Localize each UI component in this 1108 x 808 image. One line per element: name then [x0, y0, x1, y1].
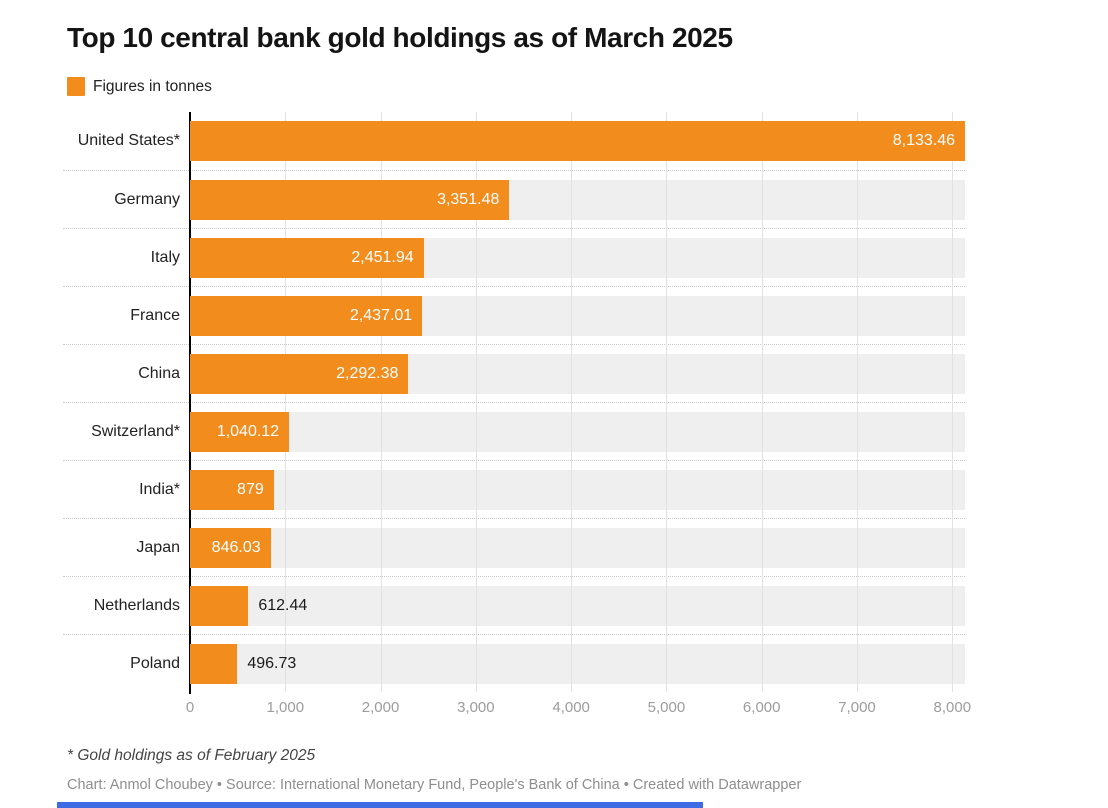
bar-cell: 612.44	[190, 577, 965, 634]
x-axis-tick-label: 0	[185, 699, 195, 716]
chart-row: Germany 3,351.48	[63, 170, 965, 228]
bar: 496.73	[190, 644, 296, 684]
legend-swatch	[67, 77, 85, 96]
bar: 846.03	[190, 528, 271, 568]
bar-value-label: 2,437.01	[349, 307, 413, 324]
chart-footnote: * Gold holdings as of February 2025	[67, 747, 316, 764]
legend: Figures in tonnes	[67, 77, 212, 96]
bar-cell: 2,451.94	[190, 229, 965, 286]
chart-row: Poland 496.73	[63, 634, 965, 692]
bar-cell: 496.73	[190, 635, 965, 692]
bar-track	[190, 528, 965, 568]
bar: 2,292.38	[190, 354, 409, 394]
bar-value-label: 1,040.12	[216, 423, 280, 440]
category-label: Switzerland*	[91, 423, 180, 440]
category-label: Poland	[130, 655, 180, 672]
bar-track	[190, 644, 965, 684]
chart-credit: Chart: Anmol Choubey • Source: Internati…	[67, 777, 802, 793]
bar-value-label: 496.73	[247, 655, 297, 672]
category-label: Japan	[136, 539, 180, 556]
x-axis-tick-label: 5,000	[647, 699, 686, 716]
chart-row: India* 879	[63, 460, 965, 518]
x-axis-tick-label: 6,000	[742, 699, 781, 716]
bar-cell: 879	[190, 461, 965, 518]
bar-value-label: 612.44	[258, 597, 308, 614]
chart-row: Japan 846.03	[63, 518, 965, 576]
bar: 2,451.94	[190, 238, 424, 278]
bar: 3,351.48	[190, 180, 510, 220]
chart-row: Italy 2,451.94	[63, 228, 965, 286]
chart-row: United States* 8,133.46	[63, 112, 965, 170]
x-axis-tick-label: 4,000	[552, 699, 590, 716]
bar-value-label: 2,292.38	[336, 365, 399, 382]
bar-cell: 1,040.12	[190, 403, 965, 460]
chart-row: France 2,437.01	[63, 286, 965, 344]
legend-label: Figures in tonnes	[93, 77, 212, 95]
chart-rows: United States* 8,133.46 Germany 3,351.48 Ita…	[63, 112, 965, 694]
x-axis-tick-label: 1,000	[266, 699, 305, 716]
bar-cell: 2,292.38	[190, 345, 965, 402]
category-label: India*	[139, 481, 180, 498]
bar-track	[190, 412, 965, 452]
bar-cell: 846.03	[190, 519, 965, 576]
bar-cell: 8,133.46	[190, 112, 965, 170]
x-axis-tick-label: 2,000	[361, 699, 400, 716]
category-label: United States*	[77, 132, 180, 149]
bar: 879	[190, 470, 274, 510]
category-label: Netherlands	[93, 597, 180, 614]
bar-track	[190, 470, 965, 510]
partial-blue-bar	[57, 802, 703, 808]
chart-row: Netherlands 612.44	[63, 576, 965, 634]
category-label: France	[130, 307, 180, 324]
chart-title: Top 10 central bank gold holdings as of …	[67, 22, 733, 53]
bar-value-label: 879	[237, 481, 264, 498]
bar-cell: 3,351.48	[190, 171, 965, 228]
category-label: Germany	[114, 191, 180, 208]
bar-cell: 2,437.01	[190, 287, 965, 344]
category-label: China	[138, 365, 180, 382]
chart-row: China 2,292.38	[63, 344, 965, 402]
chart-row: Switzerland* 1,040.12	[63, 402, 965, 460]
category-label: Italy	[150, 249, 180, 266]
bar: 2,437.01	[190, 296, 423, 336]
x-axis-tick-label: 7,000	[838, 699, 876, 716]
bar-value-label: 3,351.48	[437, 191, 500, 208]
bar-value-label: 8,133.46	[892, 132, 955, 149]
x-axis-tick-label: 3,000	[457, 699, 495, 716]
bar-value-label: 846.03	[211, 539, 261, 556]
x-axis: 0 1,000 2,000 3,000 4,000 5,000 6,000 7,000 8,00…	[186, 692, 971, 726]
bar: 612.44	[190, 586, 307, 626]
bar-track	[190, 586, 965, 626]
bar-chart: United States* 8,133.46 Germany 3,351.48 Ita…	[63, 112, 971, 726]
bar-value-label: 2,451.94	[351, 249, 414, 266]
bar: 1,040.12	[190, 412, 290, 452]
x-axis-tick-label: 8,000	[933, 699, 972, 716]
bar: 8,133.46	[190, 121, 965, 161]
